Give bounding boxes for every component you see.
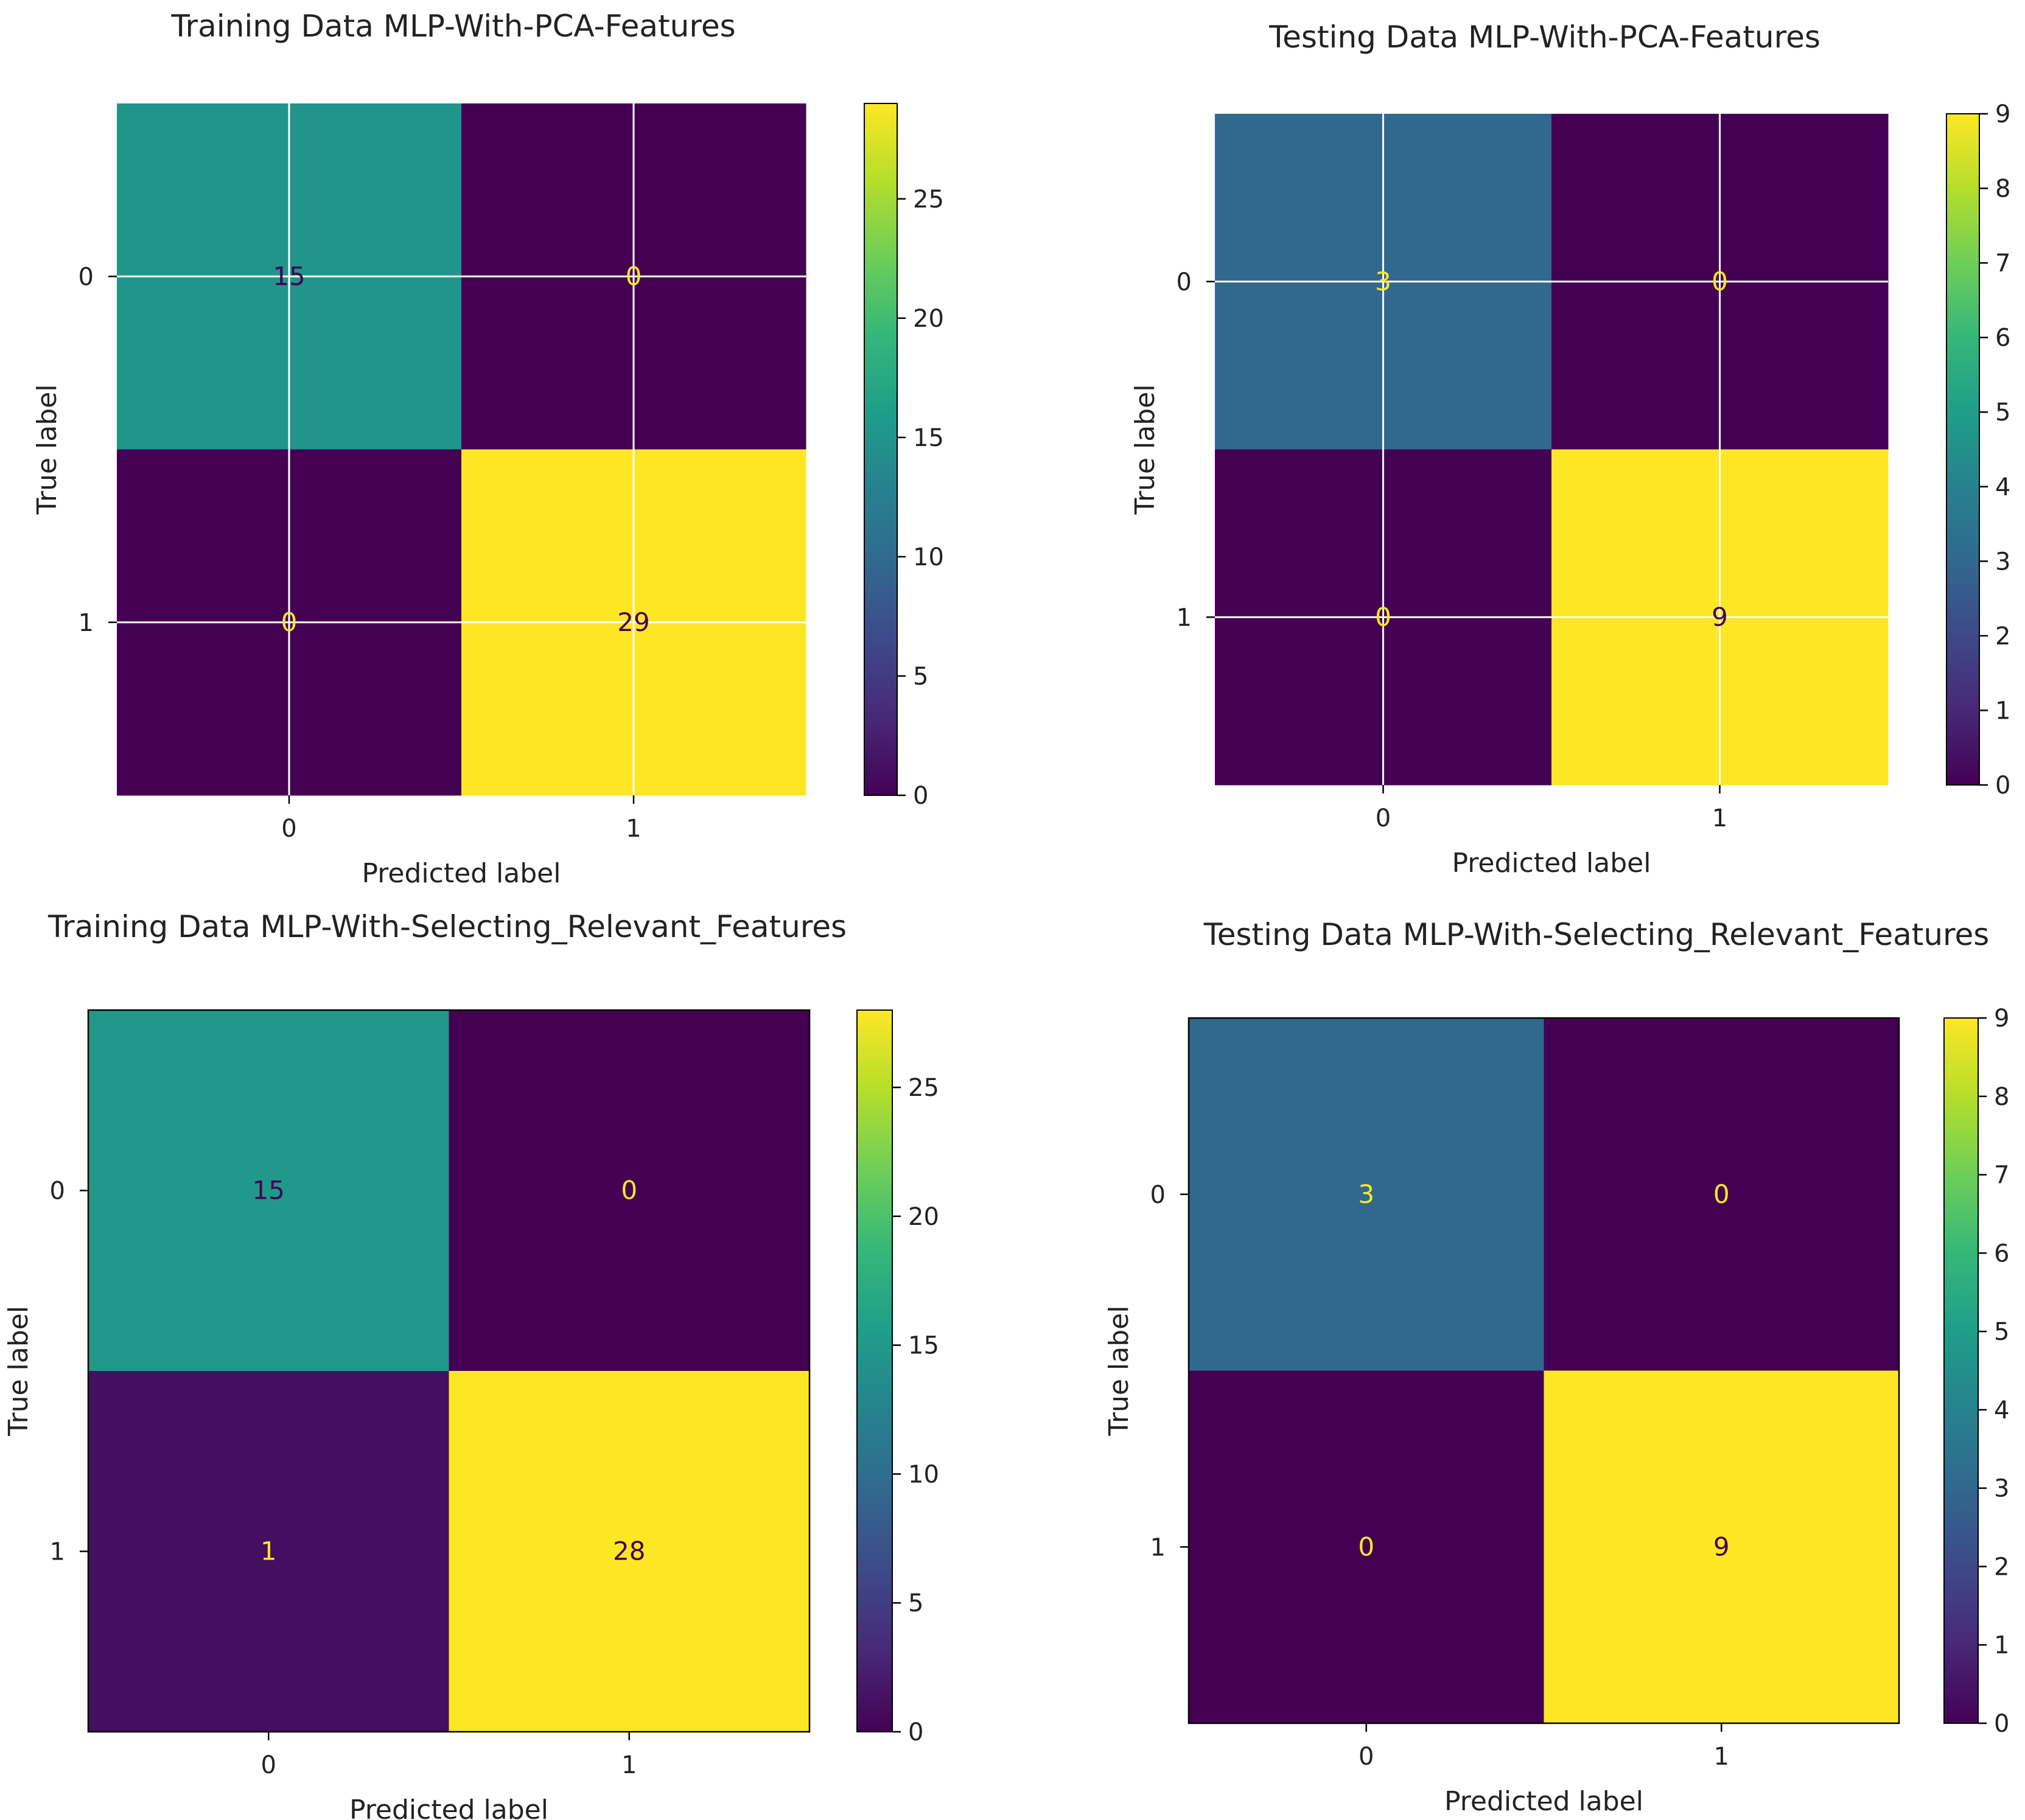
colorbar-tick-label: 7 <box>1995 249 2010 277</box>
colorbar-tick-label: 0 <box>1995 772 2010 800</box>
colorbar <box>856 1009 893 1732</box>
x-tick-label: 0 <box>261 1751 276 1779</box>
cell-value-label: 15 <box>253 1176 285 1205</box>
y-tick-label: 0 <box>79 263 94 291</box>
cell-value-label: 0 <box>626 261 642 291</box>
x-tick-label: 0 <box>1376 804 1391 832</box>
colorbar-tick-label: 20 <box>913 305 944 333</box>
cell-value-label: 0 <box>1375 602 1391 632</box>
matrix-cell <box>1544 1370 1900 1724</box>
colorbar-tick-label: 4 <box>1995 473 2010 501</box>
x-axis-label: Predicted label <box>349 1794 548 1820</box>
cell-value-label: 0 <box>281 607 298 637</box>
cell-value-label: 3 <box>1375 267 1391 296</box>
colorbar-tick-label: 25 <box>908 1074 939 1102</box>
colorbar-tick-label: 6 <box>1995 324 2010 352</box>
cell-value-label: 0 <box>1358 1532 1374 1561</box>
y-axis-label: True label <box>3 1306 34 1437</box>
colorbar-tick-label: 0 <box>908 1718 923 1746</box>
matrix-cell <box>1189 1018 1544 1371</box>
matrix-cell <box>88 1010 449 1372</box>
y-tick-label: 1 <box>1150 1533 1166 1561</box>
y-tick-label: 0 <box>1177 268 1192 296</box>
colorbar-tick-label: 10 <box>913 543 944 571</box>
colorbar-tick-label: 5 <box>1994 1318 2009 1346</box>
x-tick-label: 0 <box>1359 1743 1374 1771</box>
y-axis-label: True label <box>1103 1306 1135 1437</box>
cell-value-label: 29 <box>617 607 649 637</box>
matrix-cell <box>449 1371 810 1732</box>
colorbar-tick-label: 3 <box>1995 548 2010 576</box>
chart-title: Training Data MLP-With-PCA-Features <box>170 9 735 44</box>
colorbar-tick-label: 2 <box>1994 1553 2009 1581</box>
colorbar <box>1943 1017 1979 1724</box>
colorbar-tick-label: 5 <box>913 663 928 691</box>
y-tick-label: 1 <box>50 1538 65 1566</box>
colorbar-tick-label: 8 <box>1995 175 2010 203</box>
cell-value-label: 28 <box>613 1536 645 1566</box>
colorbar <box>1946 113 1980 786</box>
matrix-cell <box>1544 1018 1900 1371</box>
x-tick-label: 1 <box>626 815 641 843</box>
colorbar-tick-label: 3 <box>1994 1475 2009 1503</box>
cell-value-label: 0 <box>1713 1179 1730 1209</box>
colorbar-tick-label: 9 <box>1994 1005 2009 1033</box>
chart-title: Testing Data MLP-With-Selecting_Relevant… <box>1203 917 1990 952</box>
heatmap-frame <box>87 1009 811 1733</box>
cell-value-label: 0 <box>621 1176 637 1205</box>
colorbar-tick-label: 20 <box>908 1203 939 1231</box>
y-tick-label: 0 <box>50 1177 65 1205</box>
colorbar-tick-label: 15 <box>913 424 944 452</box>
x-tick-label: 1 <box>1714 1743 1729 1771</box>
colorbar-tick-label: 1 <box>1995 697 2010 725</box>
matrix-cell <box>88 1371 449 1732</box>
heatmap-frame <box>1187 1017 1900 1724</box>
cell-value-label: 0 <box>1712 267 1728 296</box>
colorbar-tick-label: 15 <box>908 1332 939 1360</box>
y-tick-label: 1 <box>1177 604 1192 632</box>
cell-value-label: 3 <box>1358 1179 1374 1209</box>
y-axis-label: True label <box>32 385 63 515</box>
colorbar-tick-label: 8 <box>1994 1083 2009 1111</box>
x-axis-label: Predicted label <box>1444 1786 1643 1817</box>
colorbar-tick-label: 0 <box>1994 1710 2009 1738</box>
x-tick-label: 1 <box>621 1751 637 1779</box>
colorbar-tick-label: 6 <box>1994 1239 2009 1267</box>
cell-value-label: 9 <box>1712 602 1728 632</box>
colorbar <box>864 103 898 796</box>
colorbar-tick-label: 10 <box>908 1460 939 1488</box>
confusion-matrix-test-pca: Testing Data MLP-With-PCA-Features 3 0 0 9 0 1… <box>1130 19 2010 879</box>
matrix-cell <box>449 1010 810 1372</box>
y-axis-label: True label <box>1130 385 1161 515</box>
confusion-matrix-test-relevant: Testing Data MLP-With-Selecting_Relevant… <box>1103 917 2009 1817</box>
colorbar-tick-label: 25 <box>913 186 944 214</box>
cell-value-label: 1 <box>261 1536 277 1566</box>
y-tick-label: 1 <box>79 609 94 637</box>
chart-title: Testing Data MLP-With-PCA-Features <box>1268 19 1820 55</box>
matrix-cell <box>1189 1370 1544 1724</box>
colorbar-tick-label: 2 <box>1995 622 2010 650</box>
x-tick-label: 1 <box>1712 804 1727 832</box>
x-axis-label: Predicted label <box>1452 848 1651 879</box>
x-axis-label: Predicted label <box>362 858 561 889</box>
colorbar-tick-label: 1 <box>1994 1631 2009 1659</box>
confusion-matrix-train-relevant: Training Data MLP-With-Selecting_Relevan… <box>3 909 939 1820</box>
colorbar-tick-label: 4 <box>1994 1396 2009 1424</box>
y-tick-label: 0 <box>1150 1181 1166 1209</box>
colorbar-tick-label: 0 <box>913 782 928 810</box>
colorbar-tick-label: 5 <box>908 1589 923 1617</box>
cell-value-label: 15 <box>273 261 305 291</box>
chart-title: Training Data MLP-With-Selecting_Relevan… <box>47 909 847 944</box>
colorbar-tick-label: 5 <box>1995 399 2010 427</box>
colorbar-tick-label: 9 <box>1995 100 2010 128</box>
cell-value-label: 9 <box>1713 1532 1730 1561</box>
x-tick-label: 0 <box>281 815 296 843</box>
colorbar-tick-label: 7 <box>1994 1162 2009 1190</box>
